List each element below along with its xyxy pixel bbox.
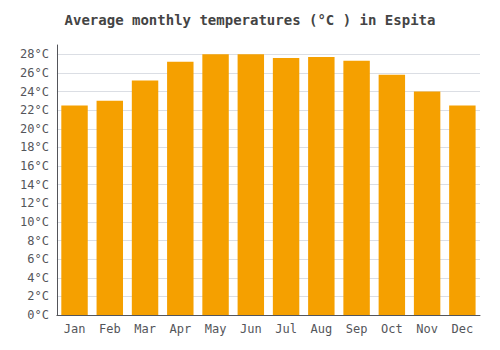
- svg-text:4°C: 4°C: [27, 271, 49, 285]
- svg-text:28°C: 28°C: [20, 47, 49, 61]
- svg-text:12°C: 12°C: [20, 196, 49, 210]
- svg-text:18°C: 18°C: [20, 140, 49, 154]
- svg-text:6°C: 6°C: [27, 252, 49, 266]
- svg-text:Jul: Jul: [275, 322, 297, 336]
- svg-text:26°C: 26°C: [20, 66, 49, 80]
- svg-text:2°C: 2°C: [27, 289, 49, 303]
- svg-text:May: May: [205, 322, 227, 336]
- svg-text:14°C: 14°C: [20, 178, 49, 192]
- svg-text:24°C: 24°C: [20, 85, 49, 99]
- svg-text:20°C: 20°C: [20, 122, 49, 136]
- svg-text:0°C: 0°C: [27, 308, 49, 322]
- svg-text:8°C: 8°C: [27, 234, 49, 248]
- svg-text:Jan: Jan: [64, 322, 86, 336]
- svg-text:Average monthly temperatures (: Average monthly temperatures (°C ) in Es…: [65, 12, 436, 28]
- svg-text:Jun: Jun: [240, 322, 262, 336]
- svg-text:Dec: Dec: [452, 322, 474, 336]
- svg-text:Feb: Feb: [99, 322, 121, 336]
- svg-text:16°C: 16°C: [20, 159, 49, 173]
- svg-text:Nov: Nov: [416, 322, 438, 336]
- svg-text:Oct: Oct: [381, 322, 403, 336]
- svg-text:Aug: Aug: [310, 322, 332, 336]
- svg-text:10°C: 10°C: [20, 215, 49, 229]
- svg-text:Sep: Sep: [346, 322, 368, 336]
- svg-text:Mar: Mar: [134, 322, 156, 336]
- svg-text:22°C: 22°C: [20, 103, 49, 117]
- svg-text:Apr: Apr: [169, 322, 191, 336]
